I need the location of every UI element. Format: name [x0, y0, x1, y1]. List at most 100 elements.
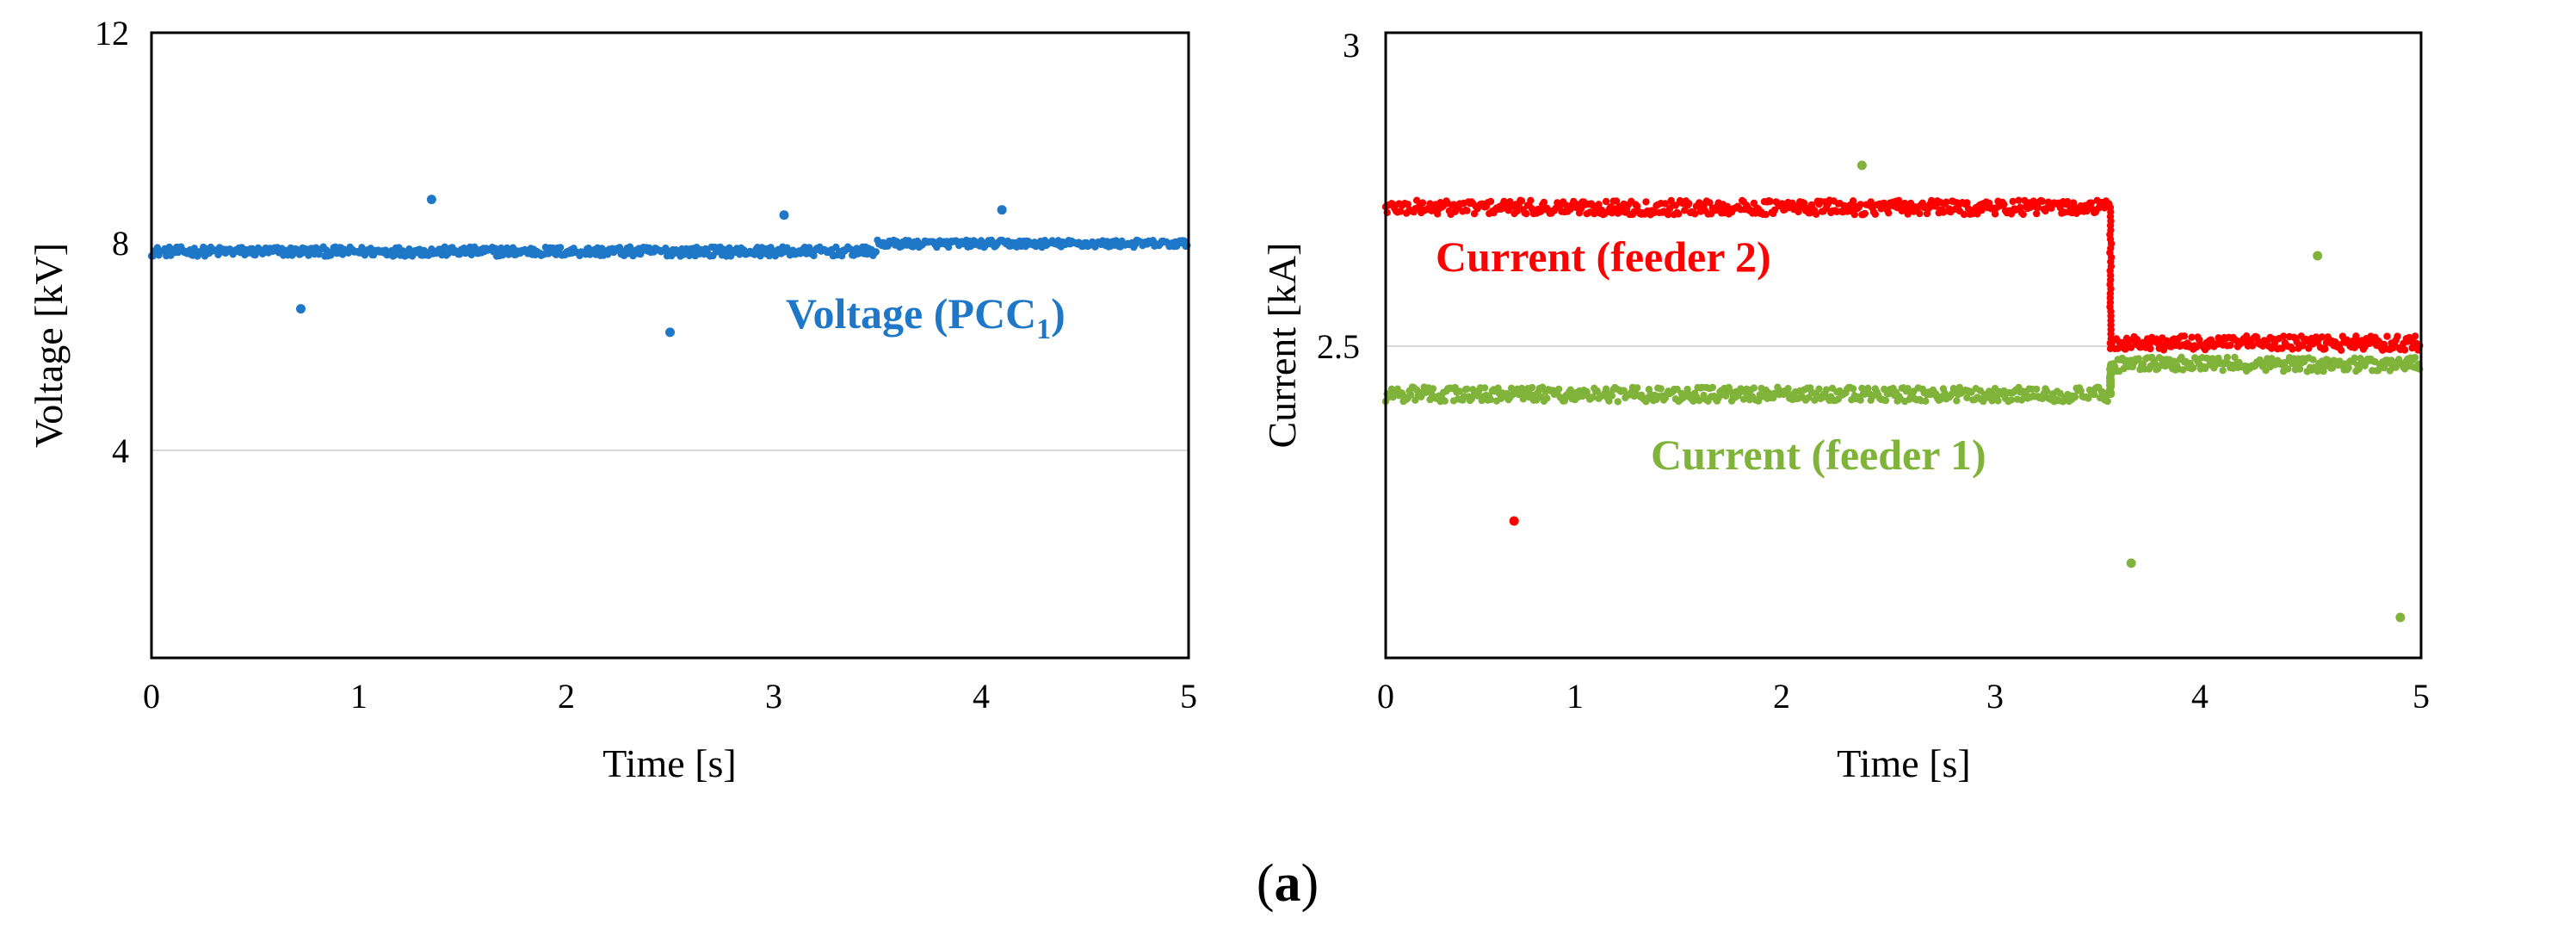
current-feeder-2-point: [1540, 198, 1548, 207]
current-feeder-2-point: [2009, 197, 2017, 206]
current-feeder-1-point: [2411, 354, 2419, 362]
current-feeder-1-point: [2355, 365, 2363, 373]
current-feeder-2-point: [2019, 210, 2027, 219]
current-feeder-2-point: [1418, 199, 1427, 207]
current-feeder-2-point: [1517, 197, 1526, 205]
current-feeder-2-point: [2133, 336, 2141, 344]
current-feeder-2-point: [2394, 332, 2401, 340]
current-feeder-1-point: [1922, 397, 1930, 405]
current-feeder-1-point: [1528, 383, 1536, 392]
panel-label: (a): [1257, 854, 1319, 913]
voltage-ytick-4: 4: [112, 431, 129, 470]
current-feeder-2-point: [2033, 209, 2041, 218]
current-feeder-2-point: [1523, 210, 1530, 218]
current-feeder-1-point: [1608, 392, 1616, 400]
current-feeder-2-transition-point: [2106, 339, 2114, 347]
current-feeder-1-point: [1856, 396, 1864, 404]
current-feeder-2-point: [2411, 332, 2419, 340]
current-feeder-2-point: [1691, 210, 1699, 218]
voltage-xtick-1: 1: [350, 677, 368, 716]
feeder2-series-label: Current (feeder 2): [1436, 232, 1771, 281]
current-xtick-0: 0: [1377, 677, 1394, 716]
current-plot-frame: [1384, 31, 2423, 660]
current-feeder-1-outlier-point: [1856, 160, 1867, 170]
current-feeder-1-point: [1486, 395, 1495, 404]
current-feeder-1-point: [1727, 388, 1734, 395]
voltage-chart: 12 8 4 0 1 2 3 4 5 Time [s] Voltage [kV]…: [27, 14, 1197, 785]
current-feeder-1-point: [2295, 365, 2304, 373]
current-feeder-2-point: [2408, 344, 2416, 352]
current-feeder-2-point: [1871, 210, 1879, 218]
current-feeder-2-point: [2064, 198, 2072, 206]
voltage-series: [147, 195, 1191, 338]
current-feeder-2-point: [2253, 333, 2261, 341]
voltage-pcc1-outlier-point: [997, 205, 1007, 215]
current-feeder-2-point: [1404, 201, 1412, 208]
current-feeder-2-point: [2227, 341, 2234, 350]
current-feeder-2-point: [2383, 332, 2391, 340]
current-feeder-2-point: [1856, 201, 1864, 208]
current-feeder-1-point: [1455, 388, 1464, 395]
voltage-pcc1-point: [441, 243, 448, 251]
current-feeder-1-point: [1754, 397, 1763, 405]
current-feeder-1-point: [2007, 396, 2016, 404]
current-feeder-2-point: [1943, 198, 1950, 206]
current-xtick-1: 1: [1566, 677, 1584, 716]
current-feeder-2-point: [1812, 210, 1820, 218]
current-feeder-1-point: [1657, 385, 1665, 393]
current-feeder-2-point: [1642, 198, 1650, 206]
current-series: [1381, 160, 2424, 623]
current-feeder-1-point: [1784, 385, 1792, 393]
current-feeder-2-point: [2351, 344, 2358, 351]
current-feeder-1-point: [2351, 354, 2358, 362]
current-ylabel: Current [kA]: [1260, 243, 1304, 449]
voltage-xtick-5: 5: [1180, 677, 1197, 716]
voltage-pcc1-point: [305, 251, 312, 259]
current-feeder-2-point: [2400, 346, 2409, 354]
current-feeder-2-point: [2015, 196, 2023, 204]
current-feeder-2-point: [1671, 202, 1680, 209]
current-feeder-2-point: [2318, 333, 2326, 341]
current-feeder-2-point: [1661, 200, 1670, 208]
current-feeder-2-point: [1991, 210, 1999, 218]
current-feeder-2-point: [2000, 201, 2008, 208]
current-feeder-1-point: [2344, 363, 2352, 372]
current-feeder-1-point: [1463, 385, 1471, 393]
current-feeder-2-point: [1527, 196, 1535, 204]
current-feeder-1-point: [1429, 385, 1437, 393]
current-feeder-1-point: [1696, 396, 1703, 405]
current-feeder-1-point: [2179, 366, 2187, 374]
current-feeder-2-point: [1960, 210, 1968, 219]
current-xtick-2: 2: [1773, 677, 1790, 716]
current-feeder-2-point: [2017, 203, 2024, 211]
current-feeder-1-point: [1554, 385, 1563, 394]
voltage-series-label-close: ): [1051, 289, 1066, 338]
current-feeder-2-point: [2321, 344, 2329, 353]
current-feeder-1-point: [1494, 384, 1502, 392]
current-feeder-1-point: [2134, 355, 2142, 363]
current-ytick-2-5: 2.5: [1317, 327, 1360, 366]
voltage-series-label-sub: 1: [1036, 313, 1051, 345]
current-feeder-1-point: [2284, 365, 2292, 373]
voltage-pcc1-point: [847, 245, 855, 253]
current-feeder-1-outlier-point: [2395, 612, 2406, 623]
current-feeder-2-point: [1612, 197, 1621, 205]
current-feeder-1-point: [2219, 367, 2227, 375]
voltage-xtick-3: 3: [765, 677, 782, 716]
current-feeder-1-point: [1994, 397, 2002, 405]
current-feeder-2-point: [1675, 210, 1683, 218]
current-feeder-2-point: [1861, 209, 1869, 218]
current-feeder-2-point: [1762, 210, 1770, 219]
current-ytick-3: 3: [1343, 26, 1360, 65]
current-feeder-2-point: [1665, 211, 1672, 219]
current-feeder-2-point: [1963, 199, 1971, 207]
current-feeder-1-point: [2223, 353, 2232, 362]
current-feeder-2-point: [2034, 203, 2042, 212]
current-feeder-1-point: [1441, 397, 1449, 405]
current-feeder-2-point: [2299, 342, 2307, 350]
voltage-pcc1-point: [556, 244, 565, 251]
voltage-pcc1-outlier-point: [665, 327, 675, 338]
current-feeder-2-point: [2188, 333, 2196, 341]
current-xtick-4: 4: [2191, 677, 2208, 716]
current-feeder-2-point: [1867, 198, 1875, 206]
